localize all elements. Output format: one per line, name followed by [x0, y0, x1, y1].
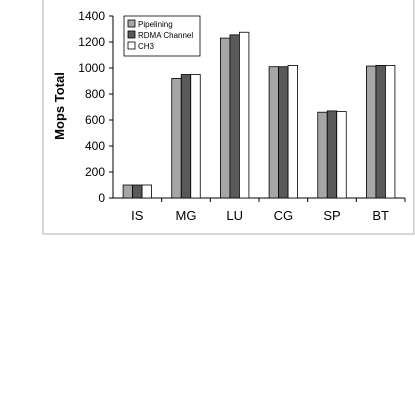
- y-tick-label: 0: [98, 191, 105, 205]
- bar-ch3-bt: [385, 65, 396, 199]
- bar-ch3-sp: [336, 111, 347, 199]
- y-tick-label: 1400: [78, 9, 105, 23]
- legend-swatch: [127, 19, 136, 28]
- bar-ch3-lu: [239, 31, 250, 199]
- y-tick-label: 400: [85, 139, 105, 153]
- legend: Pipelining RDMA Channel CH3: [123, 15, 201, 57]
- y-tick-label: 200: [85, 165, 105, 179]
- y-tick-label: 600: [85, 113, 105, 127]
- x-tick-label: SP: [323, 208, 340, 223]
- bar-pipelining-lu: [220, 37, 231, 199]
- x-tick-label: BT: [372, 208, 389, 223]
- bar-pipelining-bt: [366, 65, 377, 199]
- legend-swatch: [127, 41, 136, 50]
- plot-area: 0 200 400 600 800 1000 1200 1400 IS MG LU CG SP BT: [78, 9, 406, 223]
- legend-label: RDMA Channel: [138, 31, 193, 40]
- legend-box: [123, 15, 201, 57]
- bar-pipelining-sp: [317, 111, 328, 199]
- x-tick-label: IS: [131, 208, 144, 223]
- bar-pipelining-cg: [268, 66, 279, 199]
- chart-border: [42, 0, 415, 235]
- bar-ch3-cg: [287, 65, 298, 199]
- y-tick-label: 1000: [78, 61, 105, 75]
- x-tick-label: CG: [274, 208, 294, 223]
- bar-rdma-channel-bt: [375, 65, 386, 199]
- bar-ch3-mg: [190, 74, 201, 199]
- bar-rdma-channel-sp: [326, 110, 338, 199]
- y-tick-label: 800: [85, 87, 105, 101]
- bar-rdma-channel-is: [132, 184, 143, 199]
- legend-swatch: [127, 30, 136, 39]
- x-tick-label: LU: [226, 208, 243, 223]
- bar-pipelining-is: [122, 184, 133, 199]
- y-axis-label: Mops Total: [52, 72, 67, 140]
- bar-rdma-channel-lu: [229, 34, 240, 199]
- bar-ch3-is: [141, 184, 152, 199]
- legend-label: CH3: [138, 42, 155, 51]
- y-tick-label: 1200: [78, 35, 105, 49]
- legend-label: Pipelining: [138, 20, 173, 29]
- bar-rdma-channel-cg: [278, 66, 289, 199]
- bar-pipelining-mg: [171, 78, 182, 199]
- bar-rdma-channel-mg: [180, 74, 192, 199]
- x-tick-label: MG: [176, 208, 197, 223]
